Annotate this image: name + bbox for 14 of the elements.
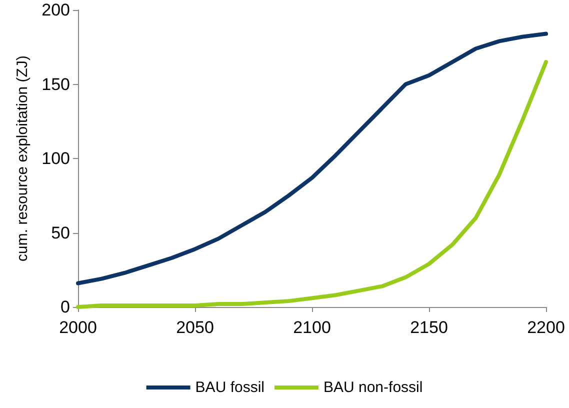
x-tick-label: 2150 <box>410 318 448 337</box>
x-tick-label: 2100 <box>293 318 331 337</box>
y-axis-title: cum. resource exploitation (ZJ) <box>14 56 31 262</box>
y-tick-label: 50 <box>51 223 70 242</box>
x-tick-label: 2000 <box>59 318 97 337</box>
line-series <box>76 32 548 286</box>
x-tick-label: 2200 <box>527 318 565 337</box>
y-tick-label: 150 <box>42 74 70 94</box>
legend-label: BAU non-fossil <box>323 379 423 396</box>
x-tick-label: 2050 <box>176 318 214 337</box>
y-tick-label: 0 <box>60 298 70 316</box>
y-tick-label: 200 <box>42 0 70 20</box>
y-tick-label: 100 <box>42 149 70 168</box>
legend-label: BAU fossil <box>195 379 264 396</box>
